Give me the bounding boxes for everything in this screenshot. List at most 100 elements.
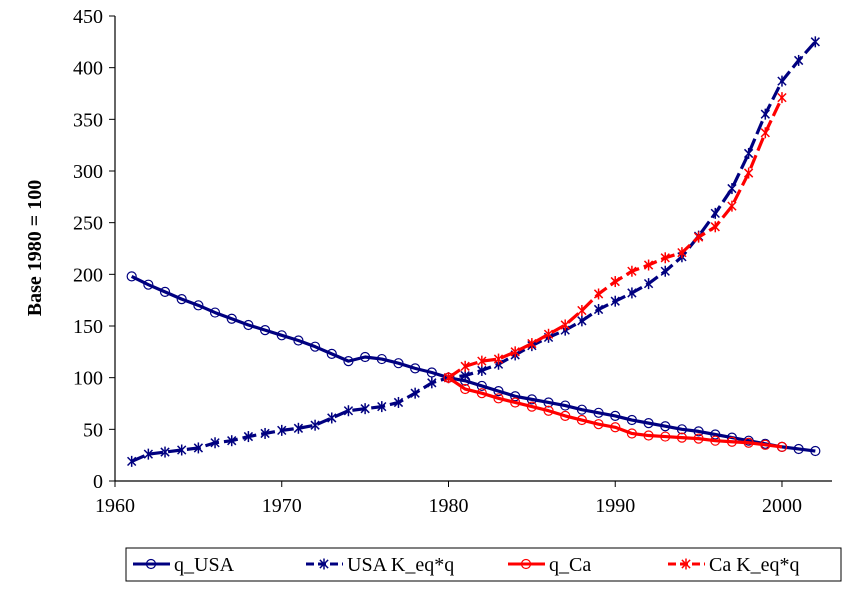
data-point (327, 412, 337, 424)
data-point (126, 271, 137, 282)
data-point (560, 319, 570, 331)
data-point (593, 288, 604, 300)
data-point (159, 286, 171, 297)
data-point (710, 429, 721, 440)
series-layer (126, 36, 821, 467)
data-point (360, 403, 370, 415)
data-point (660, 265, 670, 277)
data-point (593, 303, 604, 315)
data-point (693, 426, 704, 437)
data-point (176, 294, 187, 305)
data-point (520, 558, 532, 570)
data-point (610, 295, 620, 307)
data-point (710, 207, 720, 219)
data-point (760, 439, 771, 450)
x-tick-label: 1970 (262, 495, 302, 517)
data-point (145, 558, 157, 570)
data-point (343, 356, 354, 367)
x-tick-label: 1990 (595, 495, 635, 517)
y-tick-label: 150 (73, 316, 103, 338)
data-point (643, 259, 654, 271)
data-point (693, 231, 704, 243)
data-point (626, 428, 638, 439)
data-point (460, 375, 471, 386)
series-usa-k-eq-q (127, 36, 820, 467)
series-q-usa (126, 271, 821, 457)
data-point (593, 407, 604, 418)
data-point (710, 435, 721, 446)
data-point (510, 346, 520, 358)
legend-item: Ca K_eq*q (668, 554, 800, 576)
data-point (793, 54, 804, 66)
data-point (543, 328, 554, 340)
data-point (427, 377, 437, 389)
legend-label: USA K_eq*q (347, 554, 454, 576)
data-point (543, 397, 554, 408)
data-point (660, 431, 671, 442)
data-point (493, 353, 504, 365)
legend-item: USA K_eq*q (306, 554, 454, 576)
data-point (727, 183, 737, 195)
legend: q_USA USA K_eq*q q_Ca Ca K_eq*q (125, 547, 842, 582)
data-point (477, 355, 487, 367)
data-point (243, 319, 254, 331)
series-line (130, 274, 816, 453)
data-point (393, 358, 404, 369)
data-point (693, 433, 704, 444)
data-point (410, 363, 421, 374)
legend-label: Ca K_eq*q (709, 554, 800, 576)
data-point (319, 558, 329, 570)
data-point (610, 422, 621, 433)
data-point (260, 427, 270, 439)
data-point (660, 421, 671, 432)
data-point (577, 305, 587, 316)
data-point (627, 287, 637, 299)
data-point (477, 364, 487, 376)
data-point (493, 386, 504, 397)
data-point (676, 432, 688, 443)
data-point (209, 307, 221, 318)
data-point (393, 396, 404, 408)
data-point (593, 419, 604, 430)
data-point (660, 252, 670, 264)
data-point (376, 353, 387, 365)
legend-item: q_USA (133, 554, 235, 576)
data-point (476, 388, 487, 399)
axes (114, 16, 832, 482)
data-point (293, 422, 304, 434)
y-tick-label: 350 (73, 109, 103, 131)
data-point (526, 401, 537, 412)
data-point (681, 558, 691, 570)
data-point (410, 387, 420, 399)
series-line (447, 96, 784, 379)
data-point (760, 108, 770, 120)
legend-items: q_USA USA K_eq*q q_Ca Ca K_eq*q (133, 554, 800, 576)
data-point (527, 338, 537, 350)
data-point (309, 341, 321, 352)
data-point (643, 430, 654, 441)
y-axis-label: Base 1980 = 100 (24, 180, 46, 316)
data-point (243, 431, 254, 443)
x-tick-label: 2000 (762, 495, 802, 517)
data-point (610, 410, 621, 421)
data-point (177, 444, 187, 456)
data-point (143, 279, 154, 290)
data-point (726, 436, 738, 447)
data-point (377, 401, 387, 413)
axis-ticks (109, 15, 783, 487)
y-tick-label: 250 (73, 213, 103, 235)
data-point (276, 330, 287, 341)
data-point (493, 393, 504, 404)
series-line (131, 40, 817, 463)
data-point (510, 391, 521, 402)
data-point (160, 446, 170, 458)
series-ca-k-eq-q (443, 92, 787, 384)
y-tick-label: 300 (73, 161, 103, 183)
data-point (810, 36, 820, 48)
y-tick-labels: 0 50 100 150 200 250 300 350 400 450 (73, 6, 103, 493)
legend-item: q_Ca (508, 554, 591, 576)
y-tick-label: 50 (83, 419, 103, 441)
data-point (143, 448, 154, 460)
data-point (626, 414, 638, 426)
